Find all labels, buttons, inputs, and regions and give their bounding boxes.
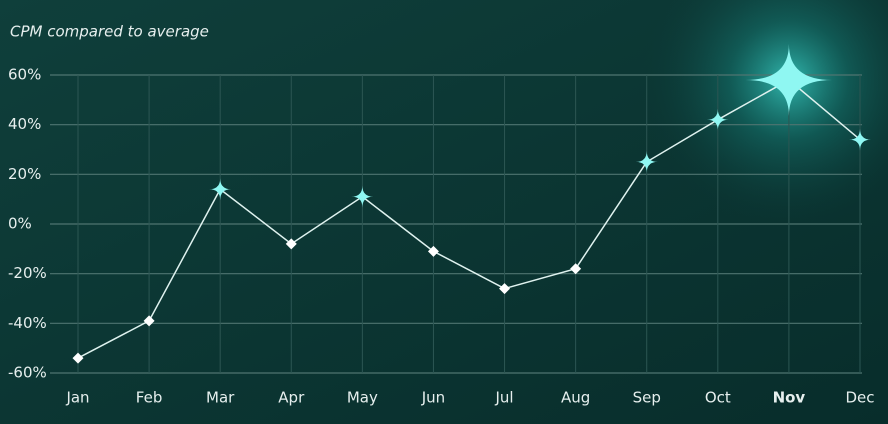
x-tick-label: Dec <box>845 389 874 407</box>
star-core <box>358 192 367 201</box>
chart-title: CPM compared to average <box>10 23 209 41</box>
y-tick-label: 40% <box>8 115 41 133</box>
line <box>77 79 861 359</box>
x-tick-label: Jan <box>65 389 89 407</box>
diamond-marker <box>143 315 155 327</box>
star-core <box>216 185 225 194</box>
x-tick-label: Jun <box>421 389 445 407</box>
x-tick-label: Apr <box>278 389 305 407</box>
star-core <box>856 135 864 144</box>
diamond-marker <box>427 245 439 257</box>
diamond-marker <box>72 352 84 364</box>
star-core <box>642 157 651 166</box>
diamond-marker <box>499 283 511 295</box>
y-tick-label: -60% <box>8 364 47 382</box>
x-tick-label: Mar <box>206 389 235 407</box>
x-tick-label: Jul <box>494 389 513 407</box>
star-core <box>780 71 797 88</box>
diamond-marker <box>570 263 582 275</box>
star-core <box>713 115 722 124</box>
x-tick-label: Feb <box>136 389 163 407</box>
y-tick-label: 20% <box>8 165 41 183</box>
x-tick-label: Nov <box>773 389 806 407</box>
y-tick-label: 0% <box>8 215 32 233</box>
peak-glow <box>638 0 888 230</box>
y-tick-label: -20% <box>8 264 47 282</box>
x-tick-label: May <box>347 389 378 407</box>
x-tick-label: Sep <box>633 389 661 407</box>
x-tick-label: Aug <box>561 389 590 407</box>
y-tick-label: -40% <box>8 314 47 332</box>
diamond-marker <box>285 238 297 250</box>
x-tick-label: Oct <box>705 389 731 407</box>
y-tick-label: 60% <box>8 66 41 84</box>
